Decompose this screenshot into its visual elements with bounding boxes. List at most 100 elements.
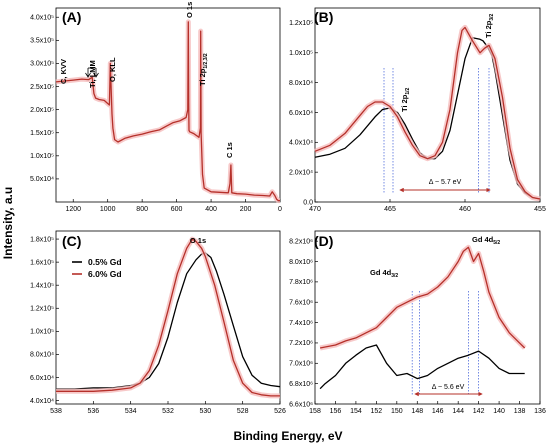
y-tick-label: 6.6x10⁶ [289, 401, 313, 408]
panel-b: 470 465 460 455 0.0 2.0x10⁴ 4.0x10⁴ 6.0x10⁴ 8.0x… [289, 7, 546, 213]
x-tick-label: 538 [50, 408, 62, 415]
y-tick-label: 7.0x10⁶ [289, 361, 313, 368]
plot-frame [55, 7, 281, 203]
x-tick-label: 460 [459, 206, 471, 213]
panel-label-b: (B) [314, 9, 333, 25]
x-tick-label: 146 [432, 408, 444, 415]
ti2p-sub: 1/2,3/2 [203, 53, 209, 69]
y-tick-label: 8.0x10⁶ [289, 259, 313, 266]
y-tick-label: 4.0x10⁵ [30, 15, 54, 22]
y-tick-label: 8.0x10⁴ [289, 80, 313, 87]
gd4d32-sub: 3/2 [391, 273, 398, 279]
y-tick-label: 5.0x10⁴ [30, 176, 54, 183]
x-tick-label: 138 [514, 408, 526, 415]
ti2p12-sub: 1/2 [405, 87, 411, 94]
x-tick-label: 0 [278, 206, 282, 213]
annotation-o-kll: O, KLL [108, 57, 117, 82]
x-tick-label: 136 [534, 408, 546, 415]
x-tick-label: 154 [350, 408, 362, 415]
x-tick-label: 158 [309, 408, 321, 415]
annotation-gd4d52: Gd 4d5/2 [472, 235, 500, 246]
x-tick-label: 470 [309, 206, 321, 213]
ti2p-text: Ti 2p [198, 68, 207, 86]
annotation-ti-lmm: Ti, LMM [88, 60, 97, 88]
y-tick-label: 8.0x10⁴ [30, 352, 54, 359]
y-tick-label: 2.0x10⁴ [289, 169, 313, 176]
series-gd60-line [314, 26, 541, 200]
panel-label-a: (A) [62, 9, 81, 25]
annotation-o1s-survey: O 1s [185, 2, 194, 18]
y-tick-label: 4.0x10⁴ [30, 398, 54, 405]
panel-a: 1200 1000 800 600 400 200 0 5.0x10⁴ 1.0x10⁵ 1.5x1… [30, 7, 282, 213]
x-tick-label: 465 [384, 206, 396, 213]
y-tick-label: 1.0x10⁵ [30, 153, 54, 160]
y-tick-label: 1.4x10⁵ [30, 283, 54, 290]
annotation-ti2p32: Ti 2p3/2 [484, 13, 495, 38]
y-tick-label: 7.2x10⁶ [289, 340, 313, 347]
plot-frame [314, 230, 541, 405]
y-tick-label: 2.0x10⁵ [30, 107, 54, 114]
x-tick-label: 455 [534, 206, 546, 213]
x-tick-label: 530 [199, 408, 211, 415]
x-tick-label: 150 [391, 408, 403, 415]
series-gd05-line [319, 344, 525, 390]
annotation-ti2p-survey: Ti 2p1/2,3/2 [198, 53, 209, 86]
x-tick-label: 1200 [65, 206, 81, 213]
ti2p12-text: Ti 2p [400, 94, 409, 112]
ti-lmm-arrows [85, 67, 99, 78]
y-tick-label: 1.6x10⁵ [30, 259, 54, 266]
legend-label-gd60: 6.0% Gd [88, 269, 122, 279]
annotation-c1s: C 1s [225, 142, 234, 158]
y-tick-label: 7.6x10⁶ [289, 300, 313, 307]
ti2p-split-label: Δ ~ 5.7 eV [429, 179, 462, 186]
y-tick-label: 3.0x10⁵ [30, 61, 54, 68]
series-gd60-glow [314, 24, 541, 202]
series-gd60-glow [55, 19, 281, 204]
x-tick-label: 140 [493, 408, 505, 415]
panel-d: 158 156 154 152 150 148 146 144 142 140 138 136 6.6x… [289, 230, 546, 415]
series-gd60-line [55, 21, 280, 202]
panel-label-c: (C) [62, 233, 81, 249]
y-tick-label: 1.0x10⁵ [30, 329, 54, 336]
y-tick-label: 1.0x10⁵ [289, 50, 313, 57]
series-gd60-line [56, 238, 280, 397]
plot-frame [314, 7, 541, 203]
legend: 0.5% Gd 6.0% Gd [72, 257, 122, 279]
x-tick-label: 1000 [100, 206, 116, 213]
x-tick-label: 600 [171, 206, 183, 213]
y-axis-title: Intensity, a.u [1, 187, 15, 259]
gd4d52-sub: 5/2 [493, 240, 500, 246]
x-axis-title: Binding Energy, eV [233, 429, 342, 443]
annotation-c-kvv: C, KVV [59, 59, 68, 84]
x-tick-label: 400 [205, 206, 217, 213]
x-tick-label: 526 [274, 408, 286, 415]
y-tick-label: 2.5x10⁵ [30, 84, 54, 91]
y-tick-label: 3.5x10⁵ [30, 38, 54, 45]
x-tick-label: 800 [136, 206, 148, 213]
ti2p32-sub: 3/2 [489, 13, 495, 20]
legend-label-gd05: 0.5% Gd [88, 257, 122, 267]
y-tick-label: 6.0x10⁴ [289, 110, 313, 117]
y-tick-label: 7.4x10⁶ [289, 320, 313, 327]
x-tick-label: 148 [411, 408, 423, 415]
x-tick-label: 156 [330, 408, 342, 415]
y-tick-label: 1.2x10⁵ [30, 306, 54, 313]
x-tick-label: 528 [237, 408, 249, 415]
panel-c: 538 536 534 532 530 528 526 4.0x10⁴ 6.0x10⁴ 8.0x1… [30, 230, 286, 415]
series-gd60-line [319, 246, 526, 349]
x-tick-label: 532 [162, 408, 174, 415]
x-tick-label: 536 [87, 408, 99, 415]
y-tick-label: 6.8x10⁶ [289, 381, 313, 388]
gd4d-split-label: Δ ~ 5.6 eV [432, 384, 465, 391]
x-tick-label: 144 [452, 408, 464, 415]
y-tick-label: 6.0x10⁴ [30, 375, 54, 382]
x-tick-label: 200 [240, 206, 252, 213]
y-tick-label: 4.0x10⁴ [289, 140, 313, 147]
gd4d52-text: Gd 4d [472, 235, 494, 244]
x-tick-label: 142 [473, 408, 485, 415]
y-tick-label: 1.2x10⁵ [289, 20, 313, 27]
x-tick-label: 152 [371, 408, 383, 415]
annotation-ti2p12: Ti 2p1/2 [400, 87, 411, 112]
y-tick-label: 8.2x10⁶ [289, 238, 313, 245]
